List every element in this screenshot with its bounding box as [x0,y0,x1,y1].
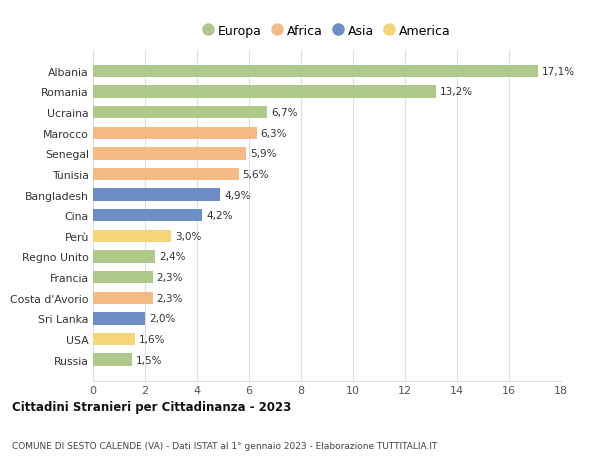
Text: 2,0%: 2,0% [149,313,175,324]
Text: 6,7%: 6,7% [271,108,298,118]
Bar [93,66,538,78]
Bar [93,313,145,325]
Bar [93,251,155,263]
Text: 1,5%: 1,5% [136,355,163,365]
Bar [93,168,239,181]
Text: 17,1%: 17,1% [542,67,575,77]
Text: 5,6%: 5,6% [242,169,269,179]
Text: 2,4%: 2,4% [160,252,186,262]
Text: 6,3%: 6,3% [261,129,287,139]
Text: 2,3%: 2,3% [157,273,183,282]
Bar [93,210,202,222]
Bar [93,353,132,366]
Bar [93,106,267,119]
Text: COMUNE DI SESTO CALENDE (VA) - Dati ISTAT al 1° gennaio 2023 - Elaborazione TUTT: COMUNE DI SESTO CALENDE (VA) - Dati ISTA… [12,441,437,450]
Bar [93,292,153,304]
Bar [93,127,257,140]
Bar [93,189,220,202]
Text: 3,0%: 3,0% [175,231,201,241]
Bar [93,230,171,242]
Text: 2,3%: 2,3% [157,293,183,303]
Text: 4,9%: 4,9% [224,190,251,200]
Bar [93,333,134,345]
Text: Cittadini Stranieri per Cittadinanza - 2023: Cittadini Stranieri per Cittadinanza - 2… [12,400,291,413]
Bar [93,271,153,284]
Text: 5,9%: 5,9% [250,149,277,159]
Text: 1,6%: 1,6% [139,334,165,344]
Text: 4,2%: 4,2% [206,211,233,221]
Legend: Europa, Africa, Asia, America: Europa, Africa, Asia, America [203,25,451,38]
Bar [93,148,247,160]
Text: 13,2%: 13,2% [440,87,473,97]
Bar [93,86,436,98]
